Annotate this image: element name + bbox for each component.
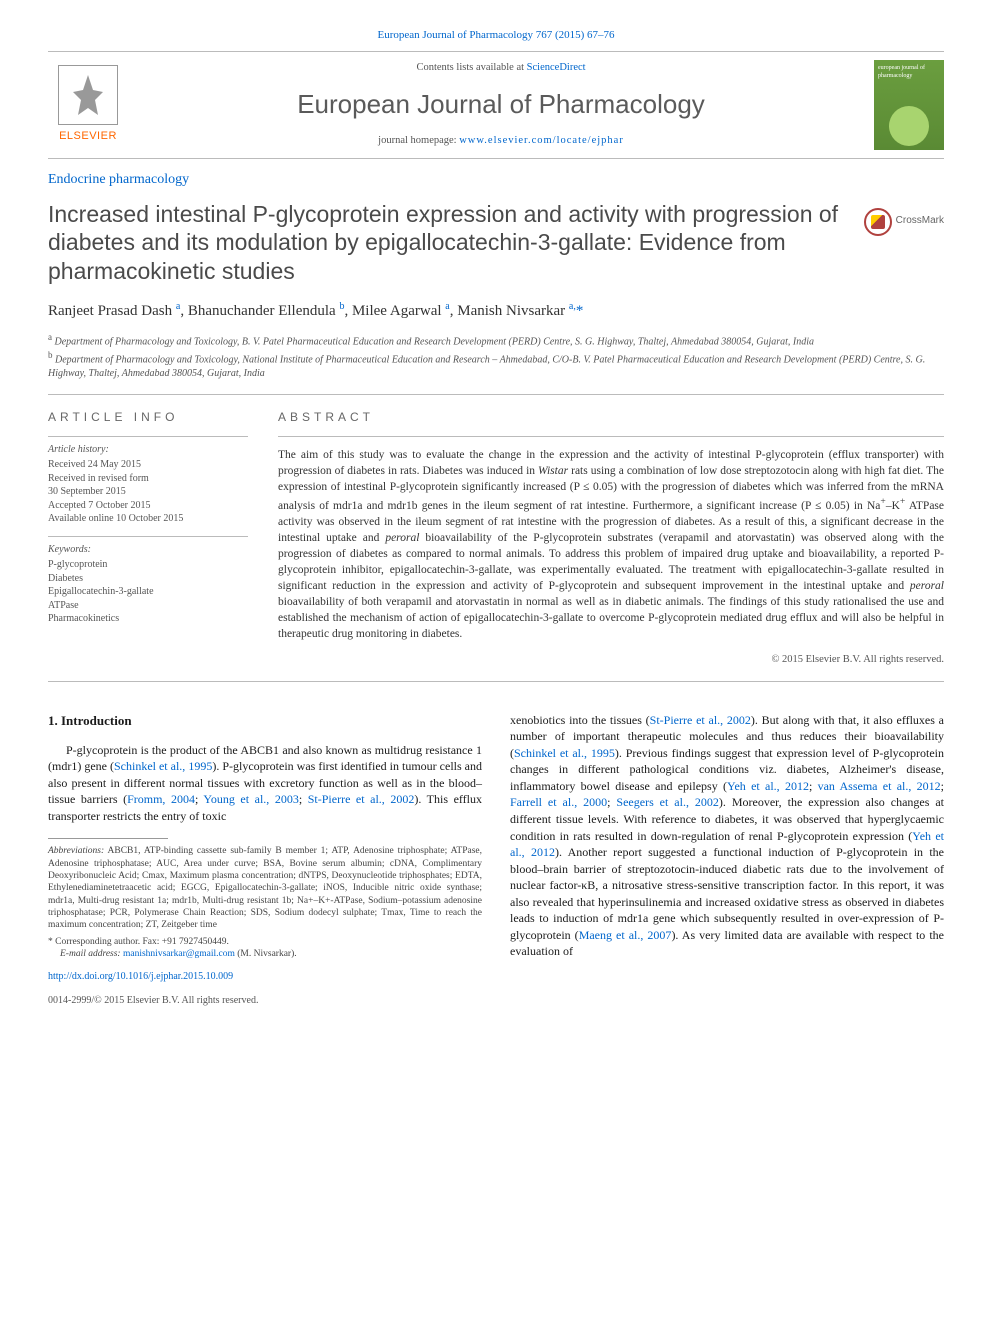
affiliation-b-text: Department of Pharmacology and Toxicolog… [48,354,925,379]
homepage-line: journal homepage: www.elsevier.com/locat… [128,134,874,148]
citation-link[interactable]: Fromm, 2004 [127,792,195,806]
sciencedirect-line: Contents lists available at ScienceDirec… [128,61,874,75]
keywords-label: Keywords: [48,543,248,557]
p-text: xenobiotics into the tissues ( [510,713,650,727]
divider [48,681,944,682]
crossmark-icon [864,208,892,236]
sciencedirect-link[interactable]: ScienceDirect [527,62,586,73]
history-label: Article history: [48,443,248,457]
section-heading: 1. Introduction [48,712,482,730]
article-title-text: Increased intestinal P-glycoprotein expr… [48,201,838,285]
elsevier-tree-icon [58,65,118,125]
intro-paragraph-1-cont: xenobiotics into the tissues (St-Pierre … [510,712,944,960]
journal-header-center: Contents lists available at ScienceDirec… [128,61,874,148]
citation-link[interactable]: Schinkel et al., 1995 [114,759,212,773]
footer-issn-line: 0014-2999/© 2015 Elsevier B.V. All right… [48,994,482,1008]
doi-link[interactable]: http://dx.doi.org/10.1016/j.ejphar.2015.… [48,971,233,982]
contents-prefix: Contents lists available at [416,62,526,73]
section-num: 1. [48,713,58,728]
abbrev-text: ABCB1, ATP-binding cassette sub-family B… [48,846,482,930]
citation-link[interactable]: Maeng et al., 2007 [579,928,672,942]
affiliation-a: a Department of Pharmacology and Toxicol… [48,331,944,349]
sep: ; [809,779,818,793]
journal-cover-thumbnail: european journal of pharmacology [874,60,944,150]
journal-header: ELSEVIER Contents lists available at Sci… [48,51,944,159]
email-link[interactable]: manishnivsarkar@gmail.com [123,949,235,959]
intro-paragraph-1: P-glycoprotein is the product of the ABC… [48,742,482,825]
abbrev-label: Abbreviations: [48,846,104,856]
body-columns: 1. Introduction P-glycoprotein is the pr… [48,712,944,1008]
article-title: Increased intestinal P-glycoprotein expr… [48,200,944,286]
affiliations: a Department of Pharmacology and Toxicol… [48,331,944,380]
email-suffix: (M. Nivsarkar). [235,949,297,959]
body-col-right: xenobiotics into the tissues (St-Pierre … [510,712,944,1008]
journal-ref-link[interactable]: European Journal of Pharmacology 767 (20… [48,28,944,43]
crossmark-label: CrossMark [896,215,944,228]
sep: ; [299,792,308,806]
citation-link[interactable]: Schinkel et al., 1995 [514,746,615,760]
journal-ref-anchor[interactable]: European Journal of Pharmacology 767 (20… [377,29,614,41]
footnote-divider [48,838,168,839]
abbreviations-footnote: Abbreviations: ABCB1, ATP-binding casset… [48,845,482,931]
footer-doi-line: http://dx.doi.org/10.1016/j.ejphar.2015.… [48,970,482,984]
citation-link[interactable]: Young et al., 2003 [203,792,298,806]
cover-icon [889,106,929,146]
keywords-text: P-glycoproteinDiabetesEpigallocatechin-3… [48,558,248,626]
citation-link[interactable]: Yeh et al., 2012 [727,779,809,793]
journal-title: European Journal of Pharmacology [128,87,874,122]
citation-link[interactable]: St-Pierre et al., 2002 [650,713,751,727]
divider [48,394,944,395]
email-label: E-mail address: [60,949,121,959]
affiliation-a-text: Department of Pharmacology and Toxicolog… [55,337,815,348]
citation-link[interactable]: van Assema et al., 2012 [818,779,941,793]
thin-divider [48,436,248,437]
section-title: Introduction [61,713,132,728]
abstract-copyright: © 2015 Elsevier B.V. All rights reserved… [278,653,944,667]
abstract-heading: ABSTRACT [278,409,944,425]
section-label: Endocrine pharmacology [48,171,944,190]
abstract-text: The aim of this study was to evaluate th… [278,447,944,643]
article-info-row: ARTICLE INFO Article history: Received 2… [48,409,944,666]
cover-title-text: european journal of pharmacology [878,64,940,80]
authors-line: Ranjeet Prasad Dash a, Bhanuchander Elle… [48,300,944,321]
crossmark-badge[interactable]: CrossMark [864,208,944,236]
citation-link[interactable]: Seegers et al., 2002 [616,795,718,809]
abstract-column: ABSTRACT The aim of this study was to ev… [278,409,944,666]
publisher-logo: ELSEVIER [48,60,128,150]
body-col-left: 1. Introduction P-glycoprotein is the pr… [48,712,482,1008]
citation-link[interactable]: Farrell et al., 2000 [510,795,607,809]
email-footnote: E-mail address: manishnivsarkar@gmail.co… [48,948,482,960]
history-text: Received 24 May 2015Received in revised … [48,458,248,526]
homepage-link[interactable]: www.elsevier.com/locate/ejphar [459,135,624,146]
affiliation-b: b Department of Pharmacology and Toxicol… [48,349,944,380]
sep: ; [941,779,944,793]
thin-divider [48,536,248,537]
publisher-name: ELSEVIER [59,129,117,144]
corresponding-author-footnote: * Corresponding author. Fax: +91 7927450… [48,936,482,948]
divider [278,436,944,437]
citation-link[interactable]: St-Pierre et al., 2002 [308,792,415,806]
article-info-left: ARTICLE INFO Article history: Received 2… [48,409,248,666]
article-info-heading: ARTICLE INFO [48,409,248,425]
homepage-prefix: journal homepage: [378,135,459,146]
